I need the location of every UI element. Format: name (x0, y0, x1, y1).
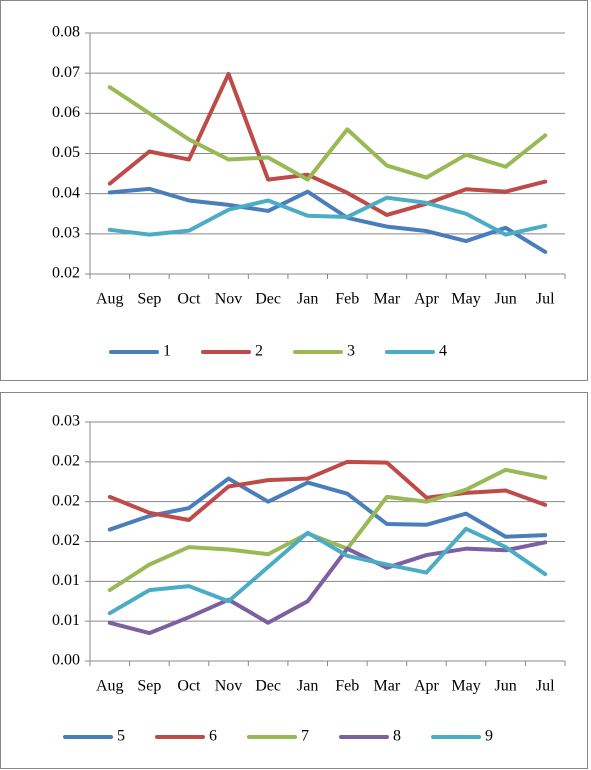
series-line (107, 526, 548, 616)
y-tick-label: 0.00 (52, 652, 80, 669)
y-tick-label: 0.07 (52, 64, 80, 81)
legend-label: 9 (485, 728, 493, 745)
x-tick-label: Sep (137, 291, 161, 308)
x-tick-label: Mar (374, 678, 401, 695)
y-tick-label: 0.03 (52, 413, 80, 430)
x-tick-label: Aug (96, 291, 124, 308)
y-tick-label: 0.01 (52, 612, 80, 629)
legend-label: 5 (117, 728, 125, 745)
legend-label: 3 (347, 343, 355, 360)
series-line (107, 85, 548, 182)
x-tick-label: Feb (335, 291, 359, 308)
x-tick-label: May (451, 678, 480, 695)
y-tick-label: 0.05 (52, 144, 80, 161)
x-tick-label: Apr (414, 291, 440, 308)
legend-label: 1 (163, 343, 171, 360)
x-tick-label: Oct (177, 291, 201, 308)
y-tick-label: 0.06 (52, 104, 80, 121)
x-tick-label: Jun (495, 678, 517, 695)
y-tick-label: 0.04 (52, 184, 80, 201)
y-tick-label: 0.03 (52, 225, 80, 242)
x-tick-label: Jan (297, 678, 318, 695)
x-tick-label: Sep (137, 678, 161, 695)
legend-label: 4 (439, 343, 447, 360)
x-tick-label: Dec (255, 678, 281, 695)
y-tick-label: 0.08 (52, 24, 80, 41)
legend-label: 8 (393, 728, 401, 745)
x-tick-label: May (451, 291, 480, 308)
x-tick-label: Oct (177, 678, 201, 695)
x-tick-label: Feb (335, 678, 359, 695)
y-tick-label: 0.02 (52, 265, 80, 282)
legend-label: 7 (301, 728, 309, 745)
x-tick-label: Dec (255, 291, 281, 308)
x-tick-label: Nov (215, 678, 243, 695)
x-tick-label: Jul (536, 291, 555, 308)
x-tick-label: Jul (536, 678, 555, 695)
series-line (107, 195, 548, 237)
series-line (107, 476, 548, 539)
legend-label: 2 (255, 343, 263, 360)
x-tick-label: Aug (96, 678, 124, 695)
series-line (107, 467, 548, 593)
x-tick-label: Mar (374, 291, 401, 308)
series-line (107, 540, 548, 636)
legend-label: 6 (209, 728, 217, 745)
x-tick-label: Jan (297, 291, 318, 308)
chart-frame (0, 0, 588, 381)
y-tick-label: 0.02 (52, 532, 80, 549)
chart-frame (0, 392, 588, 769)
series-line (107, 71, 548, 217)
series-line (107, 459, 548, 522)
x-tick-label: Jun (495, 291, 517, 308)
y-tick-label: 0.02 (52, 492, 80, 509)
series-line (107, 186, 548, 254)
x-tick-label: Nov (215, 291, 243, 308)
y-tick-label: 0.01 (52, 572, 80, 589)
y-tick-label: 0.02 (52, 453, 80, 470)
x-tick-label: Apr (414, 678, 440, 695)
